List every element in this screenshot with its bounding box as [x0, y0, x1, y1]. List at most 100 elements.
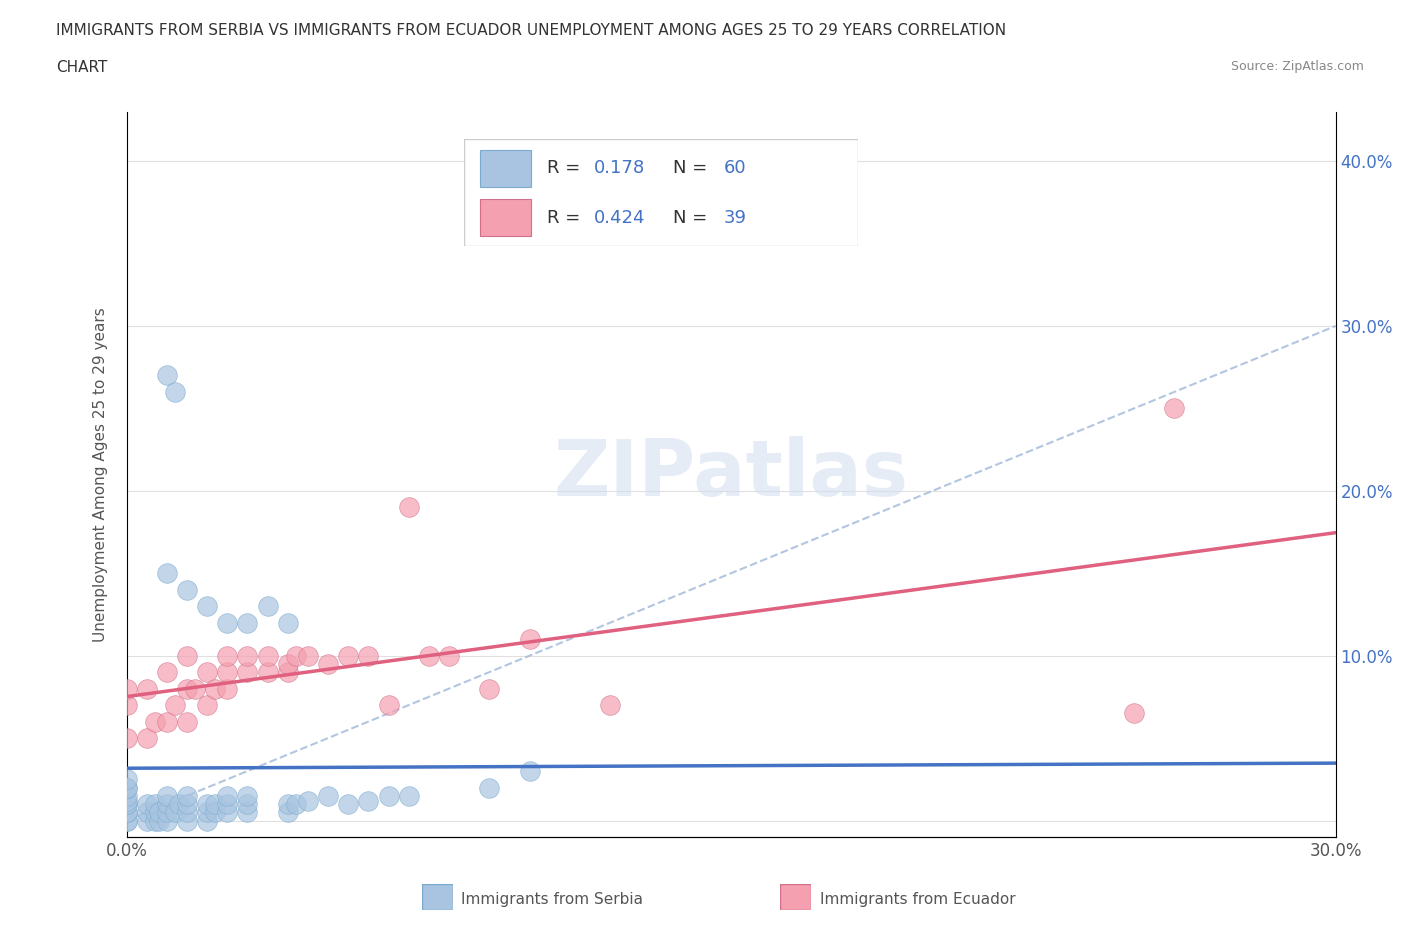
- Point: [217, 797, 239, 812]
- Point: [148, 813, 170, 828]
- Point: [195, 813, 218, 828]
- Point: [135, 813, 157, 828]
- Point: [156, 797, 179, 812]
- Point: [184, 681, 207, 696]
- Text: 0.178: 0.178: [593, 159, 645, 178]
- Point: [204, 681, 226, 696]
- Point: [217, 789, 239, 804]
- Point: [297, 648, 319, 663]
- Point: [115, 772, 138, 787]
- Point: [156, 714, 179, 729]
- Text: Immigrants from Serbia: Immigrants from Serbia: [461, 892, 643, 907]
- Point: [297, 793, 319, 808]
- Text: IMMIGRANTS FROM SERBIA VS IMMIGRANTS FROM ECUADOR UNEMPLOYMENT AMONG AGES 25 TO : IMMIGRANTS FROM SERBIA VS IMMIGRANTS FRO…: [56, 23, 1007, 38]
- Point: [163, 384, 186, 399]
- Point: [277, 665, 299, 680]
- Point: [156, 804, 179, 819]
- Point: [256, 665, 278, 680]
- Point: [115, 681, 138, 696]
- Point: [156, 813, 179, 828]
- Point: [115, 789, 138, 804]
- Point: [195, 698, 218, 712]
- Bar: [479, 199, 531, 236]
- Point: [163, 804, 186, 819]
- Point: [217, 648, 239, 663]
- Point: [337, 648, 360, 663]
- Point: [176, 813, 198, 828]
- Point: [176, 681, 198, 696]
- Point: [236, 789, 259, 804]
- Point: [256, 599, 278, 614]
- Point: [195, 665, 218, 680]
- Point: [204, 804, 226, 819]
- Text: ZIPatlas: ZIPatlas: [554, 436, 908, 512]
- Point: [437, 648, 460, 663]
- Point: [236, 616, 259, 631]
- Text: 0.424: 0.424: [593, 208, 645, 227]
- Point: [176, 804, 198, 819]
- Text: CHART: CHART: [56, 60, 108, 75]
- Point: [1163, 401, 1185, 416]
- Point: [377, 698, 399, 712]
- Point: [284, 648, 307, 663]
- Point: [135, 804, 157, 819]
- Point: [115, 797, 138, 812]
- Point: [277, 797, 299, 812]
- Point: [115, 813, 138, 828]
- Text: N =: N =: [672, 208, 713, 227]
- Text: N =: N =: [672, 159, 713, 178]
- Point: [156, 665, 179, 680]
- Point: [519, 631, 541, 646]
- Point: [277, 616, 299, 631]
- Point: [236, 665, 259, 680]
- Point: [599, 698, 621, 712]
- Point: [204, 797, 226, 812]
- Point: [135, 797, 157, 812]
- Point: [115, 797, 138, 812]
- Point: [115, 813, 138, 828]
- Point: [115, 780, 138, 795]
- Point: [217, 665, 239, 680]
- Point: [478, 780, 501, 795]
- Point: [176, 582, 198, 597]
- Text: R =: R =: [547, 159, 586, 178]
- Point: [377, 789, 399, 804]
- Point: [167, 797, 190, 812]
- Point: [143, 714, 166, 729]
- Point: [143, 813, 166, 828]
- Point: [217, 616, 239, 631]
- Point: [115, 780, 138, 795]
- Point: [143, 797, 166, 812]
- Point: [519, 764, 541, 778]
- Point: [135, 681, 157, 696]
- Point: [337, 797, 360, 812]
- Point: [236, 797, 259, 812]
- Text: Source: ZipAtlas.com: Source: ZipAtlas.com: [1230, 60, 1364, 73]
- Point: [316, 789, 339, 804]
- Point: [156, 789, 179, 804]
- Y-axis label: Unemployment Among Ages 25 to 29 years: Unemployment Among Ages 25 to 29 years: [93, 307, 108, 642]
- Point: [277, 657, 299, 671]
- Point: [148, 804, 170, 819]
- Point: [217, 681, 239, 696]
- Bar: [479, 150, 531, 187]
- Text: 60: 60: [724, 159, 747, 178]
- Text: Immigrants from Ecuador: Immigrants from Ecuador: [820, 892, 1015, 907]
- Point: [284, 797, 307, 812]
- Point: [357, 793, 380, 808]
- Point: [316, 657, 339, 671]
- Point: [176, 797, 198, 812]
- Point: [357, 648, 380, 663]
- Point: [115, 698, 138, 712]
- Point: [176, 714, 198, 729]
- Point: [236, 804, 259, 819]
- Point: [156, 565, 179, 580]
- Point: [176, 648, 198, 663]
- Point: [1123, 706, 1146, 721]
- Point: [256, 648, 278, 663]
- Point: [156, 368, 179, 383]
- Point: [418, 648, 440, 663]
- FancyBboxPatch shape: [464, 140, 858, 246]
- Point: [236, 648, 259, 663]
- Point: [195, 797, 218, 812]
